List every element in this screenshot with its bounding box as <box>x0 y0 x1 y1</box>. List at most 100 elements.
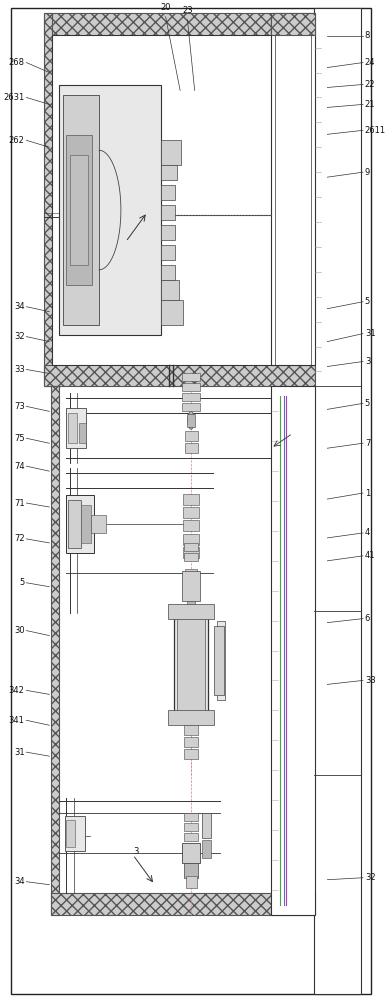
Text: 4: 4 <box>365 528 370 537</box>
Bar <box>214 626 224 695</box>
Bar <box>183 534 199 545</box>
Bar <box>59 85 161 335</box>
Bar <box>44 13 52 386</box>
Text: 8: 8 <box>365 31 370 40</box>
Text: 22: 22 <box>365 80 375 89</box>
Bar <box>44 365 315 386</box>
Bar <box>161 225 175 240</box>
Bar <box>66 495 94 553</box>
Text: 6: 6 <box>365 614 370 623</box>
Bar <box>182 383 200 391</box>
Bar <box>91 515 106 533</box>
Bar <box>161 165 177 180</box>
Text: 32: 32 <box>365 873 376 882</box>
Bar <box>217 621 225 700</box>
Text: 21: 21 <box>365 100 375 109</box>
Bar <box>161 205 175 220</box>
Bar <box>161 265 175 280</box>
Bar <box>182 571 200 601</box>
Bar <box>161 185 175 200</box>
Bar <box>184 823 198 831</box>
Bar <box>184 553 198 561</box>
Bar <box>44 13 271 35</box>
Bar <box>202 813 211 838</box>
Bar <box>68 500 81 548</box>
Circle shape <box>188 411 194 429</box>
Bar <box>184 863 198 878</box>
Text: 5: 5 <box>365 297 370 306</box>
Bar <box>185 569 197 580</box>
Bar <box>66 408 87 448</box>
Bar <box>185 431 197 441</box>
Text: 2631: 2631 <box>3 93 24 102</box>
Bar <box>183 547 199 558</box>
Text: 2611: 2611 <box>365 126 386 135</box>
Text: 7: 7 <box>365 439 370 448</box>
Text: 9: 9 <box>365 168 370 177</box>
Bar <box>184 543 198 551</box>
Text: 75: 75 <box>14 434 24 443</box>
Bar <box>271 13 315 365</box>
Bar <box>177 616 205 715</box>
Bar <box>168 604 214 619</box>
Bar <box>52 13 271 365</box>
Bar <box>182 393 200 401</box>
Text: 3: 3 <box>365 357 370 366</box>
Bar <box>182 373 200 381</box>
Text: 31: 31 <box>14 748 24 757</box>
Bar <box>79 423 86 443</box>
Bar <box>63 95 99 325</box>
Bar <box>81 505 91 543</box>
Text: 34: 34 <box>14 302 24 311</box>
Text: 72: 72 <box>14 534 24 543</box>
Text: 71: 71 <box>14 499 24 508</box>
Text: 31: 31 <box>365 329 376 338</box>
Bar <box>184 833 198 841</box>
Text: 5: 5 <box>19 578 24 587</box>
Bar <box>271 13 315 35</box>
Bar <box>182 843 200 863</box>
Text: 74: 74 <box>14 462 24 471</box>
Text: 268: 268 <box>9 58 24 67</box>
Text: 34: 34 <box>14 877 24 886</box>
Bar <box>161 280 179 300</box>
Text: 341: 341 <box>9 716 24 725</box>
Text: 23: 23 <box>182 6 193 15</box>
Bar <box>66 135 92 285</box>
Text: 41: 41 <box>365 551 375 560</box>
Bar <box>64 816 85 851</box>
Bar <box>174 611 208 720</box>
Text: 1: 1 <box>365 489 370 498</box>
Bar <box>184 737 198 747</box>
Bar <box>161 245 175 260</box>
Bar <box>161 140 181 165</box>
Circle shape <box>75 824 83 848</box>
Bar <box>161 300 183 325</box>
Text: 3: 3 <box>133 847 138 856</box>
Bar <box>183 494 199 505</box>
Text: 33: 33 <box>365 676 376 685</box>
Bar <box>68 413 77 443</box>
Text: 5: 5 <box>365 399 370 408</box>
Text: 33: 33 <box>14 365 24 374</box>
Bar <box>183 520 199 531</box>
Bar <box>184 725 198 735</box>
Bar <box>184 749 198 759</box>
Text: 32: 32 <box>14 332 24 341</box>
Text: 342: 342 <box>9 686 24 695</box>
Bar <box>168 710 214 725</box>
Text: 30: 30 <box>14 626 24 635</box>
Bar <box>182 403 200 411</box>
Text: 262: 262 <box>9 136 24 145</box>
Bar <box>51 386 59 915</box>
Bar <box>187 595 196 609</box>
Bar <box>70 155 88 265</box>
Bar <box>51 893 315 915</box>
Bar <box>187 414 195 427</box>
Text: 20: 20 <box>160 3 171 12</box>
Text: 73: 73 <box>14 402 24 411</box>
Bar <box>271 386 315 915</box>
Bar <box>183 507 199 518</box>
Text: 24: 24 <box>365 58 375 67</box>
Bar <box>185 582 197 593</box>
